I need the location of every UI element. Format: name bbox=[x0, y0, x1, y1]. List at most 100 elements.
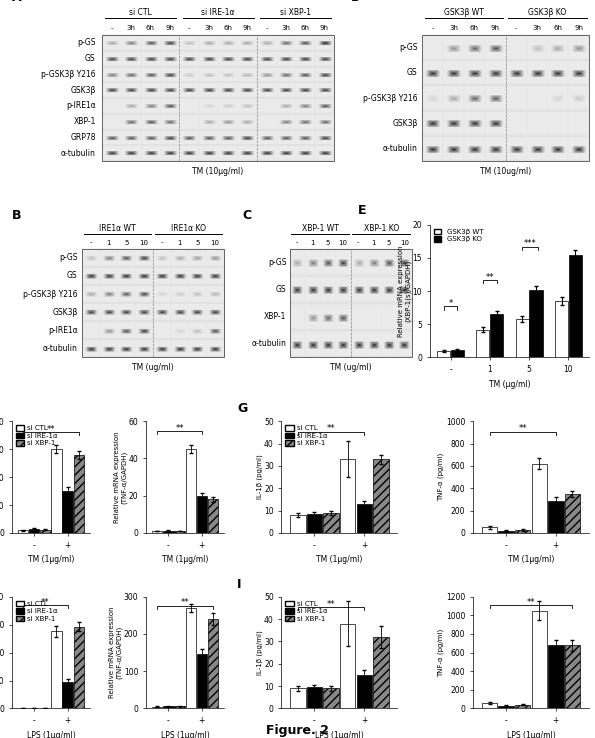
Bar bbox=[477, 330, 490, 357]
Text: **: ** bbox=[176, 424, 184, 433]
Bar bbox=[548, 500, 563, 533]
Text: 5: 5 bbox=[325, 240, 330, 246]
Text: XBP-1: XBP-1 bbox=[264, 312, 286, 321]
Bar bbox=[340, 624, 355, 708]
X-axis label: TM (1μg/ml): TM (1μg/ml) bbox=[316, 555, 362, 564]
Text: si CTL: si CTL bbox=[129, 8, 152, 17]
Text: 10: 10 bbox=[211, 240, 220, 246]
Text: 6h: 6h bbox=[300, 25, 309, 31]
Text: α-tubulin: α-tubulin bbox=[43, 344, 78, 353]
Text: XBP-1 WT: XBP-1 WT bbox=[302, 224, 339, 233]
Text: **: ** bbox=[527, 598, 536, 607]
Bar bbox=[62, 682, 73, 708]
Text: TM (10ug/ml): TM (10ug/ml) bbox=[480, 168, 531, 176]
Text: 3h: 3h bbox=[204, 25, 213, 31]
Bar bbox=[307, 514, 322, 533]
Text: α-tubulin: α-tubulin bbox=[383, 144, 418, 153]
Bar bbox=[163, 706, 174, 708]
Bar bbox=[307, 687, 322, 708]
Legend: GSK3β WT, GSK3β KO: GSK3β WT, GSK3β KO bbox=[433, 228, 484, 244]
Text: **: ** bbox=[327, 600, 336, 609]
Text: 1: 1 bbox=[371, 240, 376, 246]
Text: p-GS: p-GS bbox=[59, 253, 78, 262]
Bar bbox=[499, 706, 514, 708]
Text: C: C bbox=[242, 209, 251, 222]
Y-axis label: IL-1β (pg/ml): IL-1β (pg/ml) bbox=[256, 455, 262, 500]
X-axis label: TM (1μg/ml): TM (1μg/ml) bbox=[162, 555, 208, 564]
Bar bbox=[29, 529, 39, 533]
Bar bbox=[565, 494, 580, 533]
Bar bbox=[152, 531, 162, 533]
Text: 1: 1 bbox=[311, 240, 315, 246]
Text: XBP-1: XBP-1 bbox=[73, 117, 96, 126]
X-axis label: TM (μg/ml): TM (μg/ml) bbox=[488, 379, 530, 389]
Text: **: ** bbox=[327, 424, 336, 433]
Text: GRP78: GRP78 bbox=[70, 133, 96, 142]
X-axis label: LPS (1μg/ml): LPS (1μg/ml) bbox=[27, 731, 76, 738]
Bar bbox=[531, 610, 547, 708]
Bar bbox=[555, 301, 568, 357]
Bar bbox=[565, 645, 580, 708]
Bar bbox=[51, 449, 62, 533]
Text: 9h: 9h bbox=[165, 25, 174, 31]
Bar bbox=[197, 655, 207, 708]
Bar bbox=[290, 689, 306, 708]
Text: p-GS: p-GS bbox=[268, 258, 286, 266]
Text: 10: 10 bbox=[339, 240, 347, 246]
Text: si XBP-1: si XBP-1 bbox=[280, 8, 311, 17]
Bar bbox=[569, 255, 582, 357]
Bar bbox=[531, 463, 547, 533]
Text: si IRE-1α: si IRE-1α bbox=[201, 8, 235, 17]
Text: IRE1α KO: IRE1α KO bbox=[171, 224, 206, 233]
X-axis label: TM (1μg/ml): TM (1μg/ml) bbox=[508, 555, 554, 564]
Text: p-GS: p-GS bbox=[399, 43, 418, 52]
Text: 5: 5 bbox=[124, 240, 129, 246]
Text: α-tubulin: α-tubulin bbox=[251, 339, 286, 348]
Bar bbox=[18, 530, 28, 533]
Text: GS: GS bbox=[67, 272, 78, 280]
X-axis label: LPS (1μg/ml): LPS (1μg/ml) bbox=[161, 731, 209, 738]
Text: 6h: 6h bbox=[146, 25, 155, 31]
Bar bbox=[515, 530, 530, 533]
Text: **: ** bbox=[518, 424, 527, 433]
Bar bbox=[530, 290, 543, 357]
Text: Figure. 2: Figure. 2 bbox=[266, 724, 329, 737]
Text: GS: GS bbox=[85, 54, 96, 63]
Bar bbox=[40, 530, 51, 533]
Bar bbox=[340, 459, 355, 533]
Bar bbox=[62, 491, 73, 533]
Text: ***: *** bbox=[524, 239, 537, 249]
Legend: si CTL, si IRE-1α, si XBP-1: si CTL, si IRE-1α, si XBP-1 bbox=[15, 600, 58, 623]
Text: -: - bbox=[296, 240, 299, 246]
Legend: si CTL, si IRE-1α, si XBP-1: si CTL, si IRE-1α, si XBP-1 bbox=[285, 424, 328, 447]
Text: TM (ug/ml): TM (ug/ml) bbox=[330, 363, 371, 372]
Text: TM (ug/ml): TM (ug/ml) bbox=[132, 363, 174, 372]
Text: XBP-1 KO: XBP-1 KO bbox=[364, 224, 399, 233]
Text: 9h: 9h bbox=[574, 25, 583, 31]
Y-axis label: TNF-α (pg/ml): TNF-α (pg/ml) bbox=[438, 453, 444, 501]
Text: D: D bbox=[351, 0, 361, 4]
Bar bbox=[74, 455, 84, 533]
Bar bbox=[174, 531, 184, 533]
Bar bbox=[152, 706, 162, 708]
Bar bbox=[499, 531, 514, 533]
Text: GSK3β WT: GSK3β WT bbox=[444, 8, 484, 17]
Legend: si CTL, si IRE-1α, si XBP-1: si CTL, si IRE-1α, si XBP-1 bbox=[15, 424, 58, 447]
Bar bbox=[482, 703, 497, 708]
Text: p-IRE1α: p-IRE1α bbox=[48, 325, 78, 335]
Text: 3h: 3h bbox=[449, 25, 458, 31]
Bar bbox=[208, 500, 218, 533]
Text: IRE1α WT: IRE1α WT bbox=[99, 224, 136, 233]
X-axis label: TM (1μg/ml): TM (1μg/ml) bbox=[28, 555, 74, 564]
Text: 6h: 6h bbox=[470, 25, 479, 31]
Bar bbox=[323, 689, 339, 708]
Bar bbox=[356, 675, 372, 708]
X-axis label: LPS (1μg/ml): LPS (1μg/ml) bbox=[315, 731, 364, 738]
Text: -: - bbox=[161, 240, 163, 246]
Bar bbox=[515, 705, 530, 708]
Text: GSK3β: GSK3β bbox=[392, 119, 418, 128]
Bar bbox=[186, 608, 196, 708]
Bar bbox=[186, 449, 196, 533]
Text: GSK3β: GSK3β bbox=[52, 308, 78, 317]
Text: B: B bbox=[12, 209, 21, 222]
